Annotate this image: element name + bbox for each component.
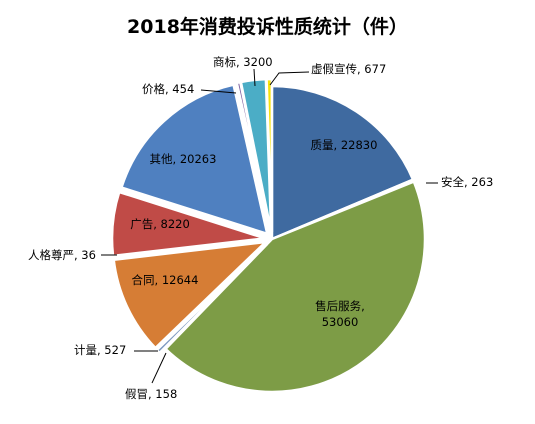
slice-label-11: 虚假宣传, 677 bbox=[311, 62, 386, 76]
chart-title: 2018年消费投诉性质统计（件） bbox=[127, 16, 408, 38]
pie-slice-5 bbox=[112, 240, 270, 350]
pie-slice-7 bbox=[110, 190, 266, 258]
slice-label-7: 广告, 8220 bbox=[130, 217, 190, 231]
slice-label-5: 合同, 12644 bbox=[132, 273, 199, 287]
leader-line-9 bbox=[200, 89, 237, 94]
pie-slice-11 bbox=[265, 77, 274, 233]
slice-label-6: 人格尊严, 36 bbox=[28, 248, 96, 262]
pie-slice-4 bbox=[154, 243, 268, 355]
pie-slice-2 bbox=[163, 179, 427, 394]
pie-slice-8 bbox=[119, 83, 269, 236]
pie-slice-6 bbox=[111, 238, 266, 259]
slice-label-3: 假冒, 158 bbox=[125, 387, 177, 401]
leader-line-10 bbox=[253, 68, 256, 87]
leader-line-11 bbox=[269, 71, 310, 86]
slice-label-10: 商标, 3200 bbox=[213, 55, 273, 69]
slice-label-1: 安全, 263 bbox=[441, 175, 493, 189]
leader-line-3 bbox=[151, 352, 167, 384]
slice-label-4: 计量, 527 bbox=[74, 343, 126, 357]
slice-label-9: 价格, 454 bbox=[142, 82, 194, 96]
slice-label-0: 质量, 22830 bbox=[311, 138, 378, 152]
pie-slice-0 bbox=[270, 84, 415, 241]
slice-label-2: 售后服务, 53060 bbox=[315, 299, 365, 329]
slice-label-8: 其他, 20263 bbox=[150, 152, 217, 166]
